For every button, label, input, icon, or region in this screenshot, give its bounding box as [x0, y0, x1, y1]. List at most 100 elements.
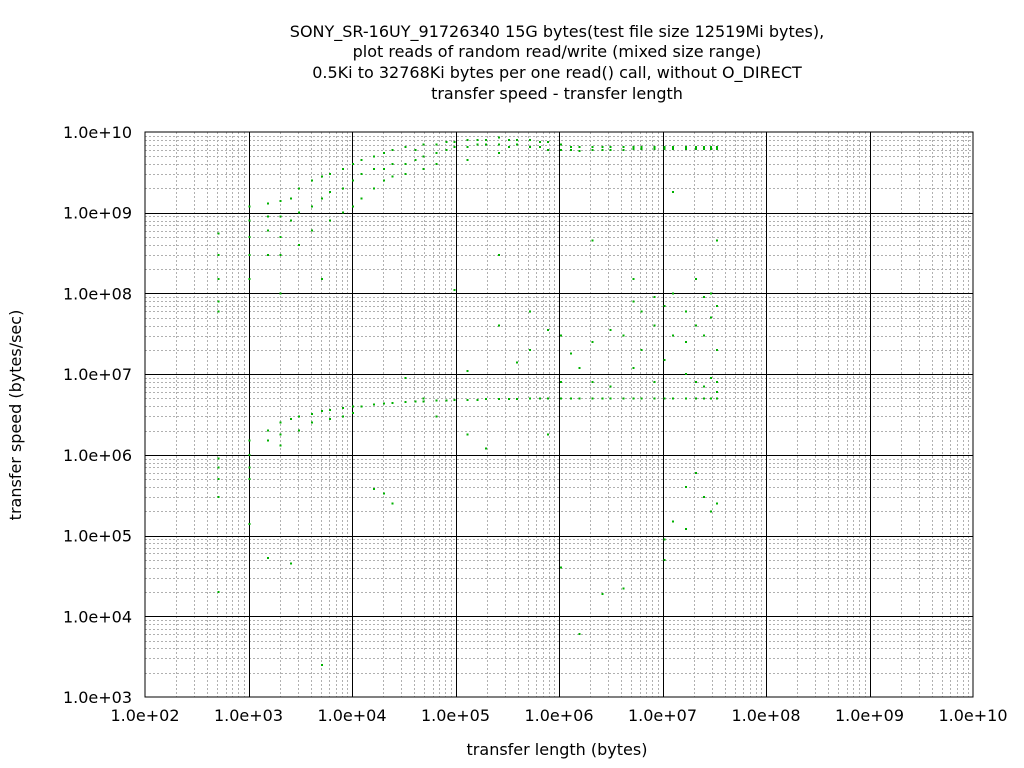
y-tick-label: 1.0e+07 — [63, 365, 132, 384]
data-point — [248, 439, 251, 442]
data-point — [684, 310, 687, 313]
data-point — [601, 397, 604, 400]
data-point — [248, 478, 251, 481]
data-point — [360, 159, 363, 161]
data-point — [383, 152, 386, 154]
data-point — [694, 278, 697, 281]
data-point — [694, 381, 697, 383]
data-point — [266, 215, 269, 218]
data-point — [591, 146, 594, 149]
data-point — [217, 466, 220, 469]
data-point — [601, 592, 604, 595]
data-point — [709, 146, 712, 149]
data-point — [279, 215, 282, 218]
data-point — [578, 397, 581, 400]
data-point — [414, 148, 417, 151]
data-point — [539, 146, 541, 149]
data-point — [671, 520, 674, 523]
x-tick-label: 1.0e+03 — [214, 706, 283, 725]
data-point — [663, 147, 666, 150]
data-point — [484, 143, 487, 146]
data-point — [632, 146, 635, 149]
data-point — [497, 143, 500, 146]
data-point — [663, 146, 666, 149]
data-point — [453, 141, 456, 144]
data-point — [484, 138, 487, 141]
data-point — [715, 502, 718, 505]
data-point — [352, 179, 355, 182]
data-point — [570, 397, 573, 400]
data-point — [507, 146, 510, 149]
data-point — [248, 219, 251, 222]
data-point — [560, 566, 563, 569]
data-point — [709, 147, 712, 150]
data-point — [476, 138, 479, 141]
data-point — [516, 398, 518, 401]
data-point — [217, 278, 220, 281]
data-point — [703, 147, 705, 150]
chart-title-line-4: transfer speed - transfer length — [431, 84, 683, 103]
data-point — [404, 163, 407, 166]
data-point — [329, 417, 332, 420]
data-point — [360, 197, 363, 200]
data-point — [703, 385, 705, 388]
data-point — [632, 366, 635, 369]
data-point — [373, 187, 376, 190]
data-point — [320, 175, 323, 178]
data-point — [560, 397, 563, 400]
data-point — [653, 397, 656, 400]
data-point — [266, 253, 269, 256]
data-point — [466, 138, 469, 141]
data-point — [653, 381, 656, 383]
data-point — [289, 562, 292, 565]
data-point — [414, 159, 417, 161]
data-point — [497, 398, 500, 401]
data-point — [404, 146, 407, 149]
data-point — [694, 397, 697, 400]
data-point — [466, 159, 469, 161]
data-point — [632, 397, 635, 400]
x-tick-label: 1.0e+09 — [835, 706, 904, 725]
data-point — [709, 292, 712, 295]
data-point — [715, 397, 718, 400]
data-point — [266, 556, 269, 559]
y-tick-label: 1.0e+03 — [63, 688, 132, 707]
data-point — [539, 141, 541, 144]
data-point — [703, 397, 705, 400]
data-point — [547, 329, 550, 332]
data-point — [570, 352, 573, 355]
data-point — [476, 143, 479, 146]
data-point — [217, 310, 220, 313]
y-tick-label: 1.0e+08 — [63, 284, 132, 303]
data-point — [320, 409, 323, 412]
data-point — [640, 146, 643, 149]
data-point — [422, 167, 425, 170]
data-point — [217, 300, 220, 303]
data-point — [404, 173, 407, 176]
data-point — [547, 433, 550, 436]
data-point — [609, 329, 612, 332]
data-point — [570, 146, 573, 149]
chart-title: SONY_SR-16UY_91726340 15G bytes(test fil… — [290, 22, 824, 103]
data-point — [279, 236, 282, 238]
data-point — [684, 341, 687, 343]
data-point — [591, 381, 594, 383]
data-point — [342, 407, 344, 410]
data-point — [684, 146, 687, 149]
data-point — [529, 146, 531, 149]
data-point — [329, 173, 332, 176]
data-point — [715, 381, 718, 383]
data-point — [352, 405, 355, 408]
data-point — [715, 348, 718, 351]
data-point — [320, 197, 323, 200]
data-point — [609, 148, 612, 151]
data-point — [653, 324, 656, 327]
data-point — [279, 444, 282, 447]
data-point — [329, 191, 332, 194]
data-point — [342, 167, 344, 170]
data-point — [383, 492, 386, 495]
data-point — [391, 175, 394, 178]
data-point — [497, 152, 500, 154]
data-point — [703, 334, 705, 337]
